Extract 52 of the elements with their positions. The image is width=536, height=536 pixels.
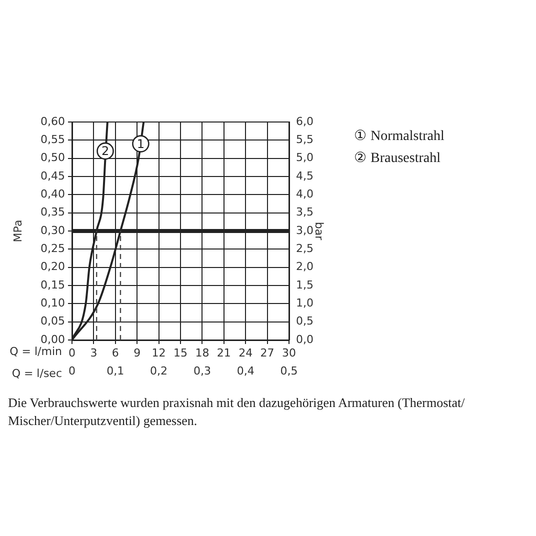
- y2-tick-label: 3,5: [296, 206, 314, 219]
- x-tick-label: 12: [152, 346, 166, 360]
- y-tick-label: 0,40: [40, 188, 65, 201]
- x-tick-label: 9: [134, 346, 141, 360]
- x-tick-label: 18: [195, 346, 210, 360]
- x-tick-label: 21: [216, 346, 231, 360]
- y2-tick-label: 4,0: [296, 188, 314, 201]
- y-tick-label: 0,35: [40, 206, 65, 219]
- y-axis-title: MPa: [11, 220, 24, 242]
- x-tick-label: 3: [90, 346, 98, 360]
- y-tick-label: 0,55: [40, 133, 65, 146]
- y2-axis-title: bar: [312, 222, 326, 241]
- x-tick-label: 6: [112, 346, 119, 360]
- y2-tick-label: 6,0: [296, 114, 314, 128]
- x-tick-label: 0: [68, 346, 76, 360]
- y2-tick-label: 5,0: [296, 151, 314, 164]
- y-tick-label: 0,15: [40, 278, 65, 292]
- x2-tick-label: 0,2: [150, 364, 168, 378]
- y-tick-label: 0,00: [40, 332, 65, 346]
- text: ① Normalstrahl: [354, 128, 444, 146]
- x-tick-label: 30: [282, 346, 296, 360]
- text: Die Verbrauchswerte wurden praxisnah mit den dazugehörigen Armaturen (Thermostat/ Mischer/Unterputzventil) gemessen.: [8, 394, 466, 430]
- y2-tick-label: 0,5: [296, 314, 314, 328]
- y-tick-label: 0,50: [40, 151, 65, 164]
- x-tick-label: 24: [238, 346, 253, 360]
- annotation: 1: [136, 136, 145, 151]
- y2-tick-label: 0,0: [296, 332, 314, 346]
- x-tick-label: 27: [260, 346, 274, 360]
- text: ② Brausestrahl: [354, 150, 442, 168]
- x2-tick-label: 0,4: [236, 364, 254, 378]
- y-tick-label: 0,10: [40, 296, 65, 310]
- y-tick-label: 0,30: [40, 224, 65, 237]
- y-tick-label: 0,45: [40, 169, 65, 182]
- y-tick-label: 0,60: [40, 114, 65, 128]
- x2-tick-label: 0,3: [193, 364, 211, 378]
- x-axis-title: Q = l/min: [10, 344, 62, 358]
- y2-tick-label: 2,0: [296, 260, 314, 274]
- x-tick-label: 15: [174, 346, 188, 360]
- y2-tick-label: 2,5: [296, 242, 314, 256]
- y2-tick-label: 1,0: [296, 296, 314, 310]
- annotation: 2: [101, 144, 110, 158]
- y2-tick-label: 3,0: [296, 224, 314, 237]
- x2-tick-label: 0,5: [280, 364, 298, 378]
- y2-tick-label: 4,5: [296, 169, 314, 182]
- x2-tick-label: 0: [68, 364, 76, 378]
- y-tick-label: 0,20: [40, 260, 65, 274]
- x2-tick-label: 0,1: [106, 364, 124, 378]
- y2-tick-label: 5,5: [296, 133, 314, 146]
- y-tick-label: 0,25: [40, 242, 65, 256]
- y2-tick-label: 1,5: [296, 278, 314, 292]
- y-tick-label: 0,05: [40, 314, 65, 328]
- x2-axis-title: Q = l/sec: [12, 366, 62, 380]
